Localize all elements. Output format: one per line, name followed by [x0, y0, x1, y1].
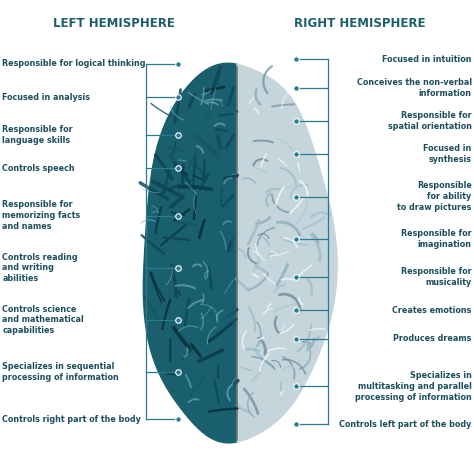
Text: Conceives the non-verbal
information: Conceives the non-verbal information	[356, 78, 472, 98]
Text: Responsible for
musicality: Responsible for musicality	[401, 267, 472, 287]
Text: Responsible for
spatial orientation: Responsible for spatial orientation	[388, 111, 472, 131]
Polygon shape	[143, 64, 237, 443]
Text: Specializes in
multitasking and parallel
processing of information: Specializes in multitasking and parallel…	[355, 371, 472, 401]
Text: Responsible for
imagination: Responsible for imagination	[401, 229, 472, 249]
Text: Specializes in sequential
processing of information: Specializes in sequential processing of …	[2, 362, 119, 382]
Text: Responsible for
language skills: Responsible for language skills	[2, 125, 73, 145]
Text: LEFT HEMISPHERE: LEFT HEMISPHERE	[53, 17, 175, 29]
Text: Responsible for
memorizing facts
and names: Responsible for memorizing facts and nam…	[2, 201, 81, 231]
Text: Controls speech: Controls speech	[2, 164, 75, 173]
Text: Controls reading
and writing
abilities: Controls reading and writing abilities	[2, 253, 78, 283]
Text: Controls right part of the body: Controls right part of the body	[2, 415, 141, 424]
Text: Focused in intuition: Focused in intuition	[382, 55, 472, 64]
Text: Controls left part of the body: Controls left part of the body	[339, 420, 472, 428]
Text: Produces dreams: Produces dreams	[393, 335, 472, 343]
Text: RIGHT HEMISPHERE: RIGHT HEMISPHERE	[294, 17, 426, 29]
Text: Creates emotions: Creates emotions	[392, 306, 472, 315]
Text: Responsible for logical thinking: Responsible for logical thinking	[2, 60, 146, 68]
Text: Focused in
synthesis: Focused in synthesis	[423, 144, 472, 164]
Text: Controls science
and mathematical
capabilities: Controls science and mathematical capabi…	[2, 305, 84, 335]
Polygon shape	[237, 64, 337, 442]
Text: Focused in analysis: Focused in analysis	[2, 93, 91, 101]
Text: Responsible
for ability
to draw pictures: Responsible for ability to draw pictures	[397, 182, 472, 212]
